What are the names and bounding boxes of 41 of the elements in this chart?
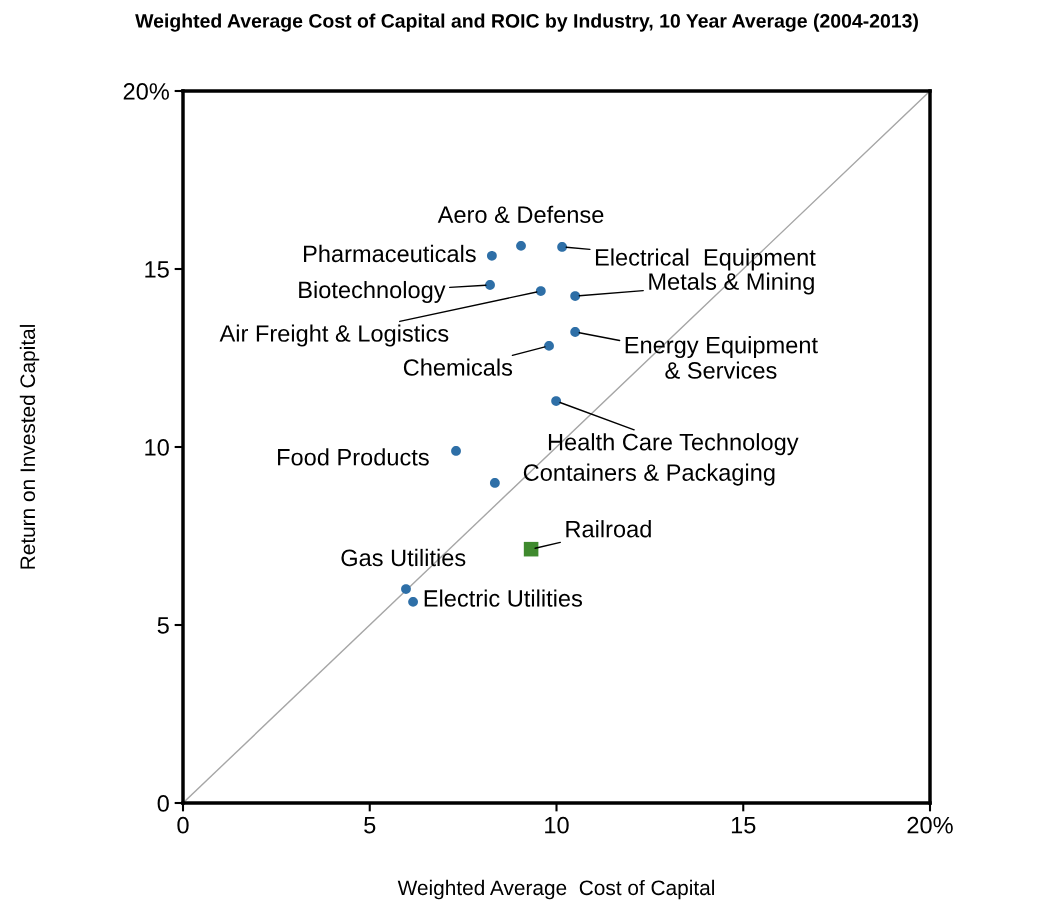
annotation: Pharmaceuticals <box>304 244 476 263</box>
y-tick-label: 10 <box>145 439 169 456</box>
point <box>570 291 581 301</box>
point <box>557 242 568 252</box>
point <box>485 280 495 290</box>
annotation: Food Products <box>278 448 429 466</box>
x-tick-label: 10 <box>545 816 569 834</box>
annotation: Biotechnology <box>299 280 446 303</box>
point <box>451 446 461 456</box>
point <box>570 327 581 337</box>
point <box>489 478 500 488</box>
annotation: Energy Equipment & Services <box>625 336 818 379</box>
y-tick-label: 20% <box>123 83 169 100</box>
point <box>551 396 562 406</box>
point <box>523 541 539 557</box>
annotation: Gas Utilities <box>341 548 466 567</box>
annotation: Aero & Defense <box>437 205 604 224</box>
x-tick-label: 20% <box>907 816 953 834</box>
x-tick-label: 5 <box>364 817 376 834</box>
y-axis-title: Return on Invested Capital <box>19 325 40 569</box>
point <box>401 584 411 594</box>
annotation: Railroad <box>566 520 651 538</box>
x-axis-title: Weighted Average Cost of Capital <box>397 879 714 900</box>
point <box>516 240 526 251</box>
annotation: Containers & Packaging <box>523 463 775 486</box>
annotation: Chemicals <box>403 358 513 376</box>
y-tick-label: 5 <box>157 617 169 634</box>
x-tick-label: 0 <box>177 816 189 834</box>
point <box>535 286 546 296</box>
y-tick-label: 0 <box>157 795 169 812</box>
annotation: Electric Utilities <box>424 589 582 607</box>
point <box>486 250 497 261</box>
annotation: Health Care Technology <box>548 433 799 456</box>
point <box>408 596 418 607</box>
point <box>544 340 554 351</box>
y-tick-label: 15 <box>145 261 169 278</box>
annotation: Electrical Equipment <box>595 248 816 271</box>
chart-title: Weighted Average Cost of Capital and ROIC by Industry, 10 Year Average (2004-2013) <box>135 13 918 32</box>
x-tick-label: 15 <box>731 817 756 834</box>
annotation: Air Freight & Logistics <box>219 324 449 347</box>
annotation: Metals & Mining <box>649 272 814 295</box>
